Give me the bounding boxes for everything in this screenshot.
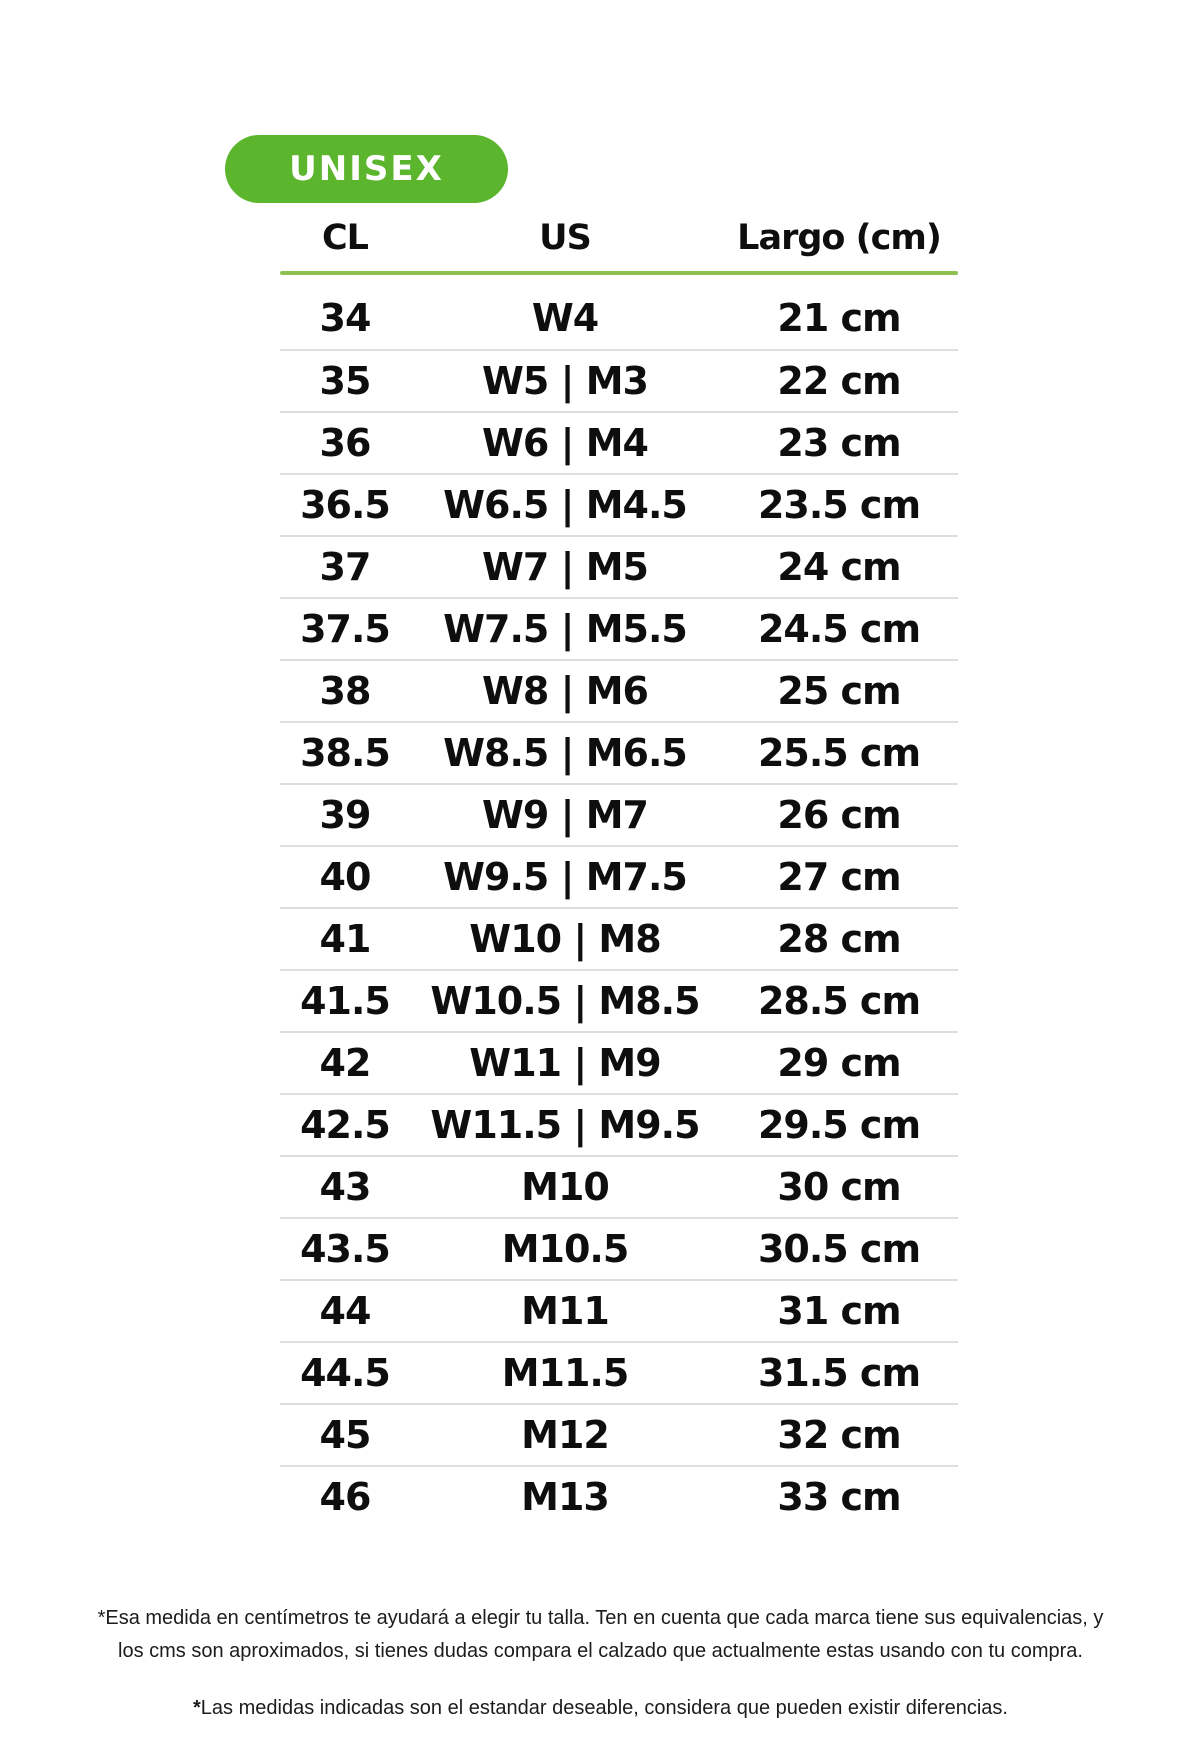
header-underline <box>280 271 958 275</box>
cell-largo: 30.5 cm <box>757 1227 921 1271</box>
cell-largo: 31 cm <box>777 1289 901 1333</box>
cell-cl: 37.5 <box>300 607 391 651</box>
cell-cl: 41 <box>319 917 372 961</box>
cell-us: M13 <box>521 1475 610 1519</box>
cell-largo: 25.5 cm <box>757 731 921 775</box>
cell-cl: 35 <box>319 359 372 403</box>
footnote-measure-line1: *Esa medida en centímetros te ayudará a … <box>97 1607 1104 1629</box>
footnote-standard-text: Las medidas indicadas son el estandar de… <box>200 1697 1008 1719</box>
cell-cl: 38 <box>319 669 372 713</box>
size-row: 38 W8 | M6 25 cm <box>280 659 958 721</box>
cell-us: W10 | M8 <box>469 917 661 961</box>
size-row: 42 W11 | M9 29 cm <box>280 1031 958 1093</box>
cell-cl: 37 <box>319 545 372 589</box>
unisex-badge: UNISEX <box>225 135 508 203</box>
table-header-row: CL US Largo (cm) <box>280 198 958 262</box>
cell-us: M10.5 <box>501 1227 630 1271</box>
cell-largo: 32 cm <box>777 1413 901 1457</box>
column-header-us: US <box>539 218 592 258</box>
cell-cl: 45 <box>319 1413 372 1457</box>
cell-cl: 36.5 <box>300 483 391 527</box>
size-row: 37 W7 | M5 24 cm <box>280 535 958 597</box>
size-table-body: 34 W4 21 cm 35 W5 | M3 22 cm 36 W6 | M4 23 cm 36.… <box>280 277 958 1527</box>
size-row: 42.5 W11.5 | M9.5 29.5 cm <box>280 1093 958 1155</box>
size-row: 41 W10 | M8 28 cm <box>280 907 958 969</box>
cell-largo: 29 cm <box>777 1041 901 1085</box>
footnotes: *Esa medida en centímetros te ayudará a … <box>0 1602 1201 1725</box>
cell-cl: 43.5 <box>300 1227 391 1271</box>
cell-largo: 24 cm <box>777 545 901 589</box>
cell-us: W8 | M6 <box>482 669 649 713</box>
cell-largo: 26 cm <box>777 793 901 837</box>
cell-us: M11.5 <box>501 1351 630 1395</box>
cell-cl: 34 <box>319 296 372 340</box>
cell-largo: 25 cm <box>777 669 901 713</box>
column-header-largo: Largo (cm) <box>737 218 942 258</box>
footnote-standard: *Las medidas indicadas son el estandar d… <box>36 1692 1165 1725</box>
size-row: 44 M11 31 cm <box>280 1279 958 1341</box>
size-row: 40 W9.5 | M7.5 27 cm <box>280 845 958 907</box>
cell-cl: 38.5 <box>300 731 391 775</box>
size-row: 43.5 M10.5 30.5 cm <box>280 1217 958 1279</box>
size-row: 41.5 W10.5 | M8.5 28.5 cm <box>280 969 958 1031</box>
size-row: 36.5 W6.5 | M4.5 23.5 cm <box>280 473 958 535</box>
cell-us: W6.5 | M4.5 <box>443 483 688 527</box>
cell-us: W9.5 | M7.5 <box>443 855 688 899</box>
cell-cl: 39 <box>319 793 372 837</box>
cell-us: W11.5 | M9.5 <box>430 1103 700 1147</box>
size-row: 43 M10 30 cm <box>280 1155 958 1217</box>
cell-us: W9 | M7 <box>482 793 649 837</box>
cell-us: M11 <box>521 1289 610 1333</box>
size-row: 39 W9 | M7 26 cm <box>280 783 958 845</box>
footnote-measure-line2: los cms son aproximados, si tienes dudas… <box>118 1640 1083 1662</box>
cell-cl: 46 <box>319 1475 372 1519</box>
cell-largo: 22 cm <box>777 359 901 403</box>
cell-us: W4 <box>531 296 599 340</box>
cell-largo: 24.5 cm <box>757 607 921 651</box>
cell-cl: 42 <box>319 1041 372 1085</box>
cell-largo: 29.5 cm <box>757 1103 921 1147</box>
cell-largo: 27 cm <box>777 855 901 899</box>
cell-us: M10 <box>521 1165 610 1209</box>
cell-cl: 42.5 <box>300 1103 391 1147</box>
cell-largo: 23.5 cm <box>757 483 921 527</box>
size-row: 45 M12 32 cm <box>280 1403 958 1465</box>
cell-us: W7 | M5 <box>482 545 649 589</box>
footnote-asterisk: * <box>193 1697 201 1719</box>
size-row: 37.5 W7.5 | M5.5 24.5 cm <box>280 597 958 659</box>
column-header-cl: CL <box>322 218 369 258</box>
size-row: 36 W6 | M4 23 cm <box>280 411 958 473</box>
size-row: 46 M13 33 cm <box>280 1465 958 1527</box>
cell-us: W10.5 | M8.5 <box>430 979 700 1023</box>
cell-us: M12 <box>521 1413 610 1457</box>
cell-us: W6 | M4 <box>482 421 649 465</box>
cell-cl: 36 <box>319 421 372 465</box>
cell-cl: 41.5 <box>300 979 391 1023</box>
cell-largo: 23 cm <box>777 421 901 465</box>
cell-largo: 30 cm <box>777 1165 901 1209</box>
cell-us: W8.5 | M6.5 <box>443 731 688 775</box>
cell-us: W11 | M9 <box>469 1041 661 1085</box>
cell-cl: 44 <box>319 1289 372 1333</box>
cell-us: W5 | M3 <box>482 359 649 403</box>
cell-cl: 40 <box>319 855 372 899</box>
cell-cl: 44.5 <box>300 1351 391 1395</box>
size-row: 44.5 M11.5 31.5 cm <box>280 1341 958 1403</box>
cell-cl: 43 <box>319 1165 372 1209</box>
cell-largo: 21 cm <box>777 296 901 340</box>
cell-us: W7.5 | M5.5 <box>443 607 688 651</box>
size-row: 34 W4 21 cm <box>280 277 958 349</box>
cell-largo: 31.5 cm <box>757 1351 921 1395</box>
size-row: 35 W5 | M3 22 cm <box>280 349 958 411</box>
cell-largo: 28 cm <box>777 917 901 961</box>
size-row: 38.5 W8.5 | M6.5 25.5 cm <box>280 721 958 783</box>
footnote-measure: *Esa medida en centímetros te ayudará a … <box>36 1602 1165 1668</box>
cell-largo: 33 cm <box>777 1475 901 1519</box>
cell-largo: 28.5 cm <box>757 979 921 1023</box>
